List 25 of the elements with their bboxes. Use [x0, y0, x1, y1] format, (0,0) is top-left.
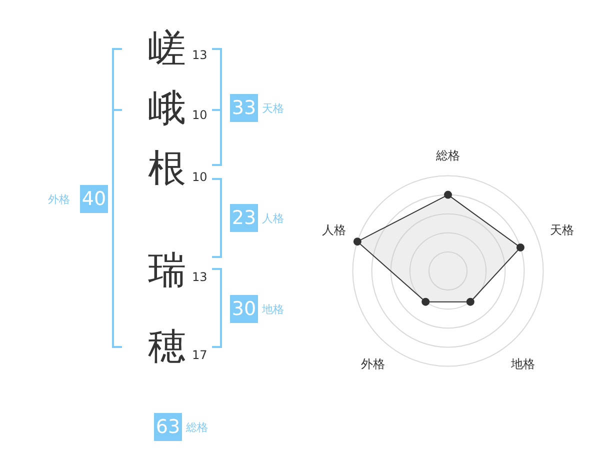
text: 40: [80, 185, 108, 213]
category-label: 穂: [148, 324, 186, 368]
text: 17: [192, 348, 208, 362]
spoke-label: 総格: [435, 148, 460, 163]
spoke-label: 天格: [550, 222, 574, 237]
spoke-label: 人格: [322, 222, 346, 237]
text: 天格: [262, 101, 284, 116]
text: 10: [192, 108, 208, 122]
text: 13: [192, 48, 208, 62]
text: 10: [192, 170, 208, 184]
text: 外格: [48, 192, 70, 207]
text: 地格: [262, 302, 284, 317]
category-label: 根: [148, 146, 186, 190]
spoke-label: 外格: [360, 357, 385, 372]
text: 総格: [186, 420, 208, 435]
text: 63: [154, 413, 182, 441]
text: 33: [230, 94, 258, 122]
category-label: 嵯: [148, 26, 186, 70]
text: 30: [230, 295, 258, 323]
text: 13: [192, 270, 208, 284]
text: 人格: [262, 211, 284, 226]
category-label: 峨: [148, 86, 186, 130]
spoke-label: 地格: [510, 357, 536, 372]
category-label: 瑞: [148, 248, 186, 292]
text: 23: [230, 204, 258, 232]
